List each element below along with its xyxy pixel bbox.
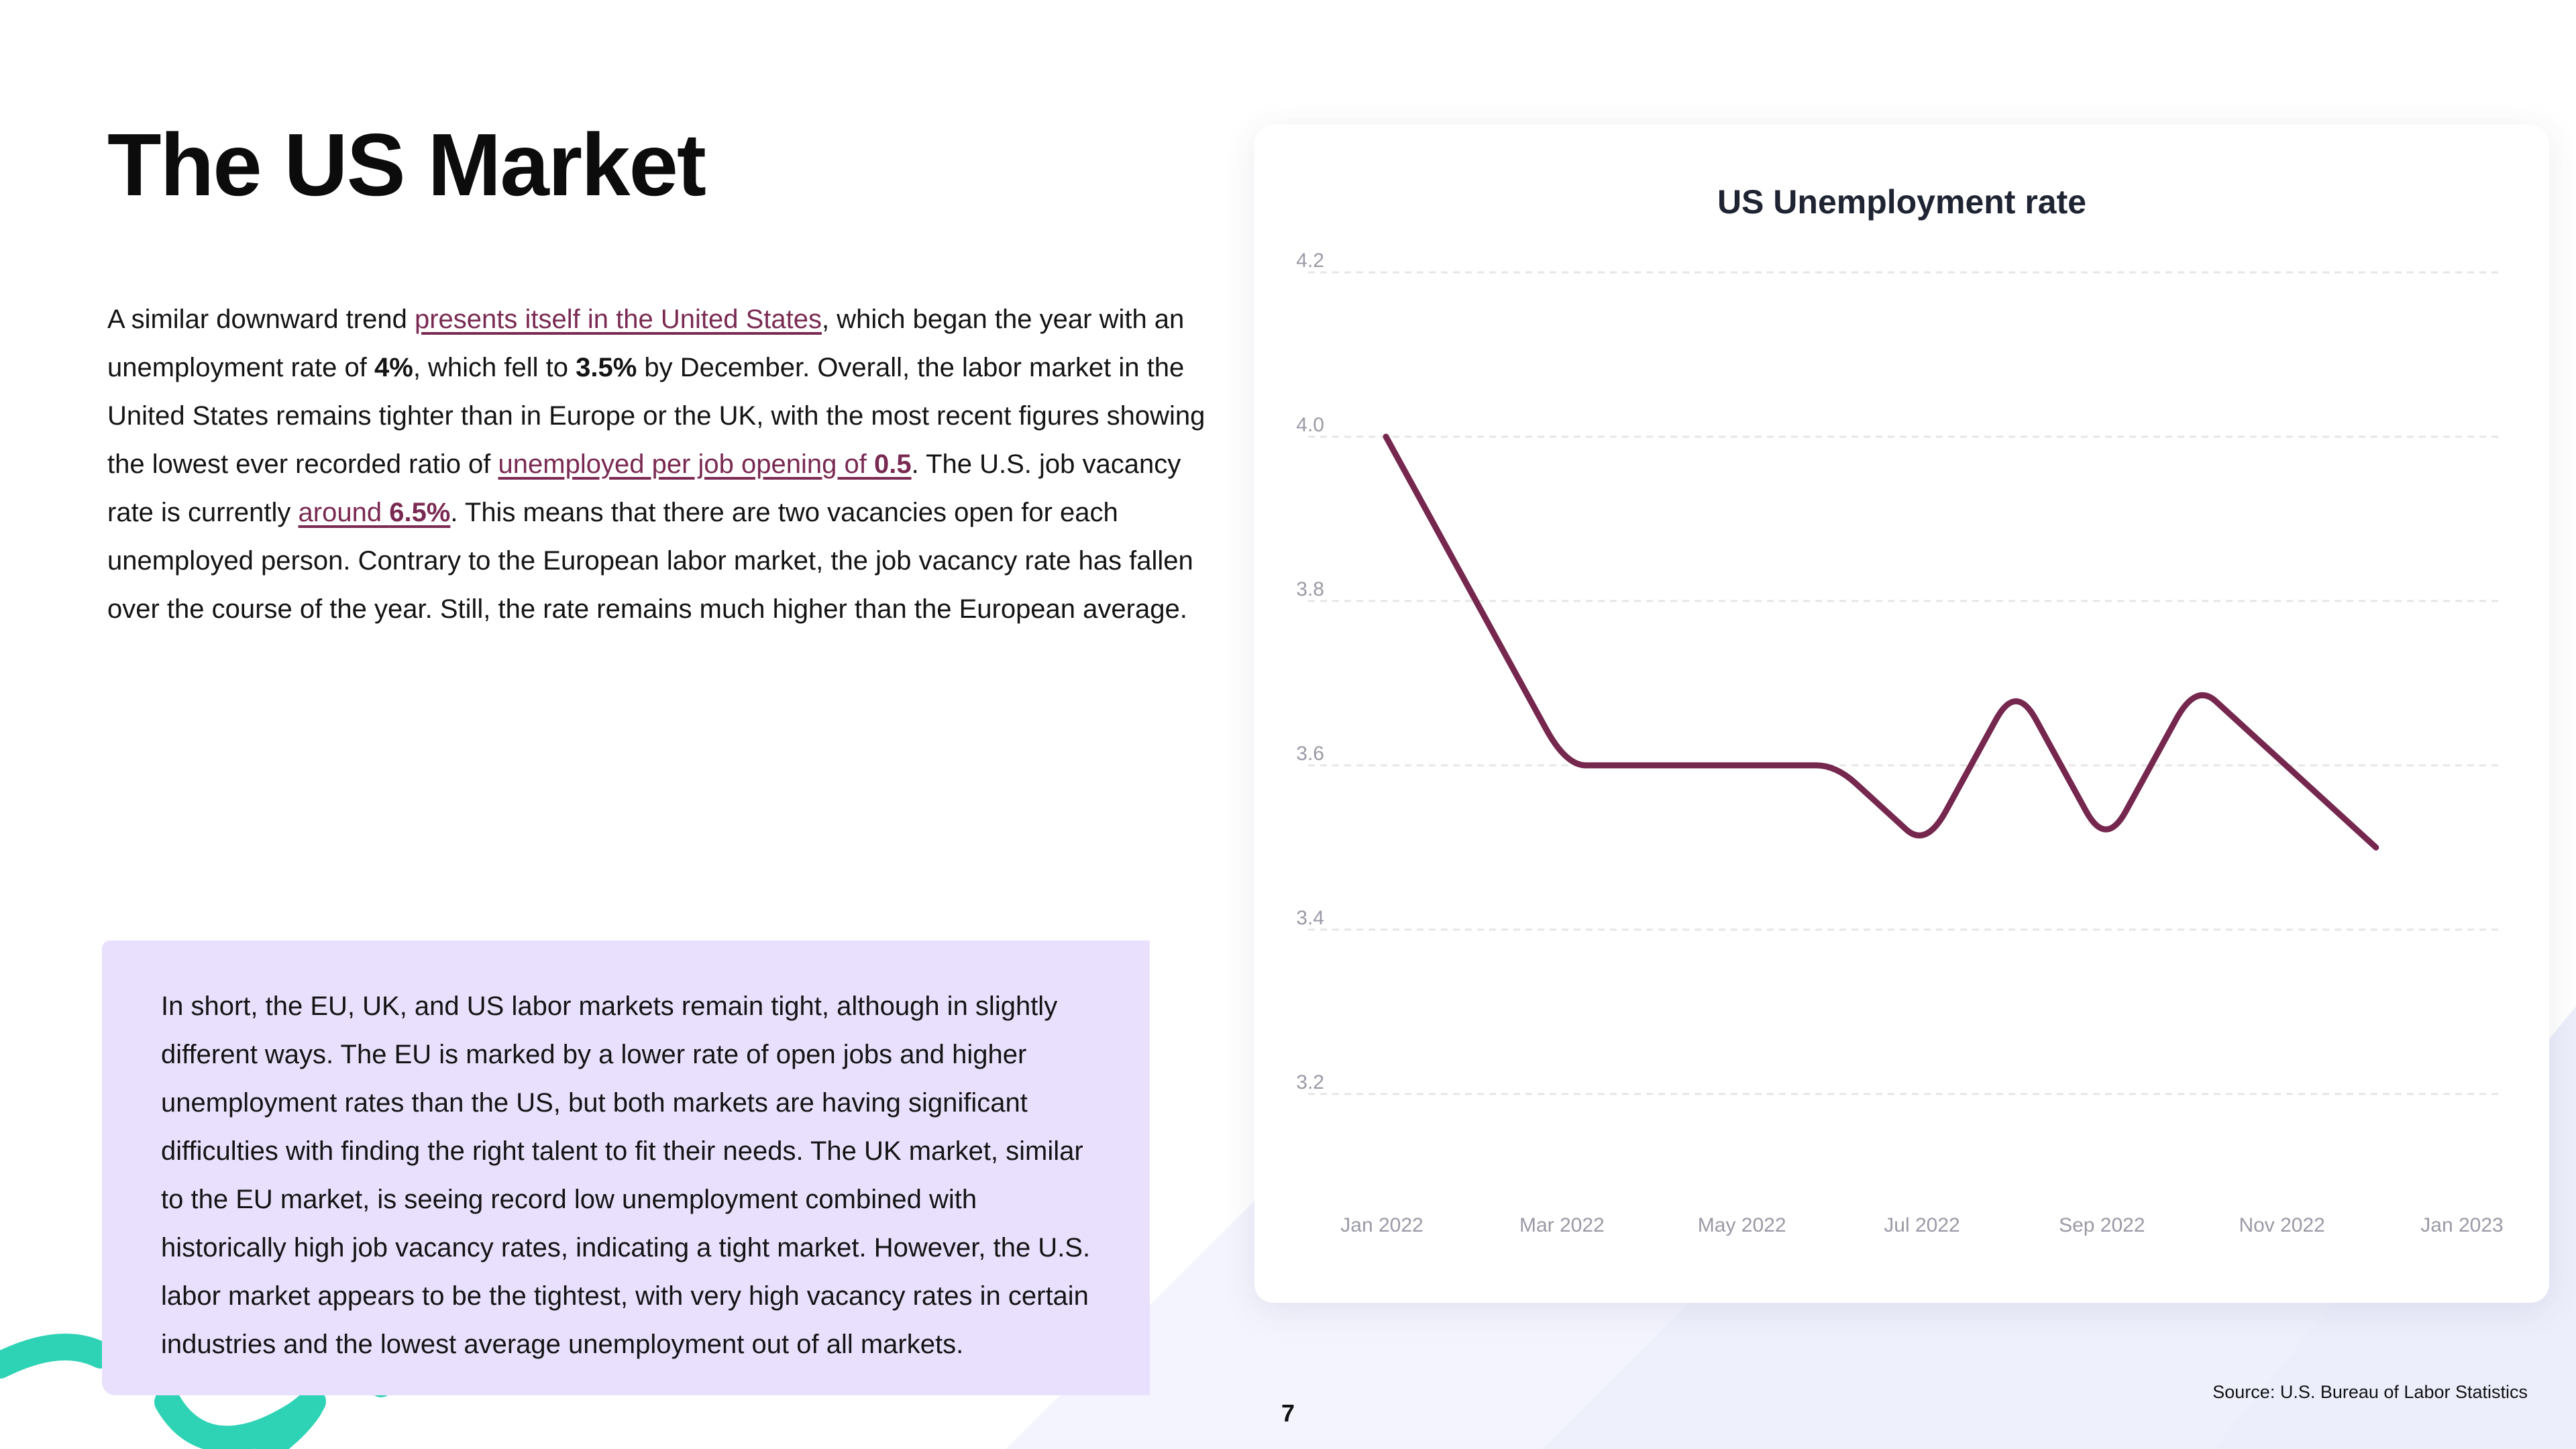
intro-text: by December. Overall, the labor market i…: [107, 353, 1205, 479]
x-tick-label: Jan 2022: [1340, 1214, 1423, 1236]
link-text: around: [298, 498, 390, 527]
x-axis-ticks: Jan 2022 Mar 2022 May 2022 Jul 2022 Sep 2022…: [1340, 1214, 2503, 1236]
link-vacancy-rate[interactable]: around 6.5%: [299, 498, 451, 527]
page-title: The US Market: [107, 115, 706, 214]
link-highlight: 0.5: [873, 449, 912, 479]
page-number: 7: [1281, 1399, 1295, 1427]
x-tick-label: Mar 2022: [1519, 1214, 1605, 1236]
intro-text: A similar downward trend: [107, 305, 415, 334]
x-tick-label: Jan 2023: [2420, 1214, 2503, 1236]
x-tick-label: May 2022: [1698, 1214, 1786, 1236]
intro-text: . This means that there are two vacancie…: [107, 498, 1193, 624]
summary-text: In short, the EU, UK, and US labor marke…: [161, 991, 1091, 1359]
link-highlight: 6.5%: [389, 498, 451, 527]
chart-title: US Unemployment rate: [1717, 183, 2087, 221]
intro-text: , which fell to: [413, 353, 576, 382]
link-unemployed-per-opening[interactable]: unemployed per job opening of 0.5: [498, 449, 912, 479]
intro-highlight: 3.5%: [576, 353, 637, 382]
x-tick-label: Nov 2022: [2239, 1214, 2324, 1236]
teal-curve-decoration: [154, 1388, 326, 1449]
y-tick-label: 3.6: [1296, 743, 1324, 765]
source-note: Source: U.S. Bureau of Labor Statistics: [2212, 1382, 2528, 1402]
y-tick-label: 3.4: [1296, 907, 1324, 929]
intro-paragraph: A similar downward trend presents itself…: [107, 295, 1214, 633]
y-tick-label: 3.2: [1296, 1071, 1324, 1093]
y-tick-label: 4.2: [1296, 250, 1324, 272]
x-tick-label: Jul 2022: [1884, 1214, 1960, 1236]
unemployment-line-chart: 3.2 3.4 3.6 3.8 4.0 4.2 Jan 2022 Mar 2022 May 2…: [1296, 250, 2503, 1236]
intro-text: , which began the year with an unemploym…: [107, 305, 1185, 382]
link-text: unemployed per job opening of: [498, 449, 874, 479]
y-tick-label: 3.8: [1296, 578, 1324, 600]
intro-highlight: 4%: [374, 353, 413, 382]
summary-box: In short, the EU, UK, and US labor marke…: [102, 941, 1150, 1395]
x-tick-label: Sep 2022: [2059, 1214, 2145, 1236]
series-line-unemployment: [1383, 433, 2379, 851]
y-axis-ticks: 3.2 3.4 3.6 3.8 4.0 4.2: [1296, 250, 1324, 1093]
teal-arc-decoration: [0, 1334, 114, 1379]
intro-text: . The U.S. job vacancy rate is currently: [107, 449, 1181, 527]
chart-grid: [1308, 271, 2502, 1095]
link-us-trend[interactable]: presents itself in the United States: [414, 305, 822, 334]
y-tick-label: 4.0: [1296, 414, 1324, 436]
chart-card: US Unemployment rate 3.2 3.4 3.6 3.8 4.0 4.2 …: [1254, 125, 2549, 1303]
